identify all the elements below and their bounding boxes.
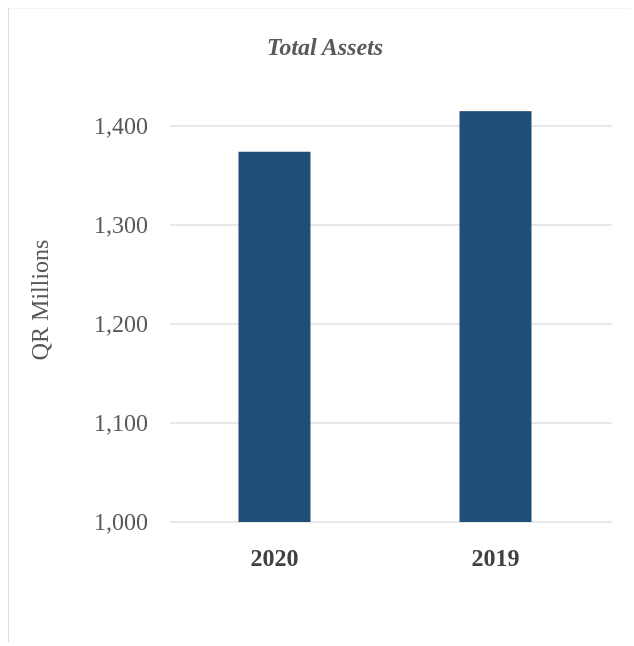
chart-title: Total Assets: [267, 35, 383, 61]
chart-frame: [8, 8, 630, 642]
y-tick-label: 1,200: [94, 312, 148, 338]
y-axis-label: QR Millions: [28, 240, 54, 361]
bar-2020: [238, 151, 311, 523]
x-axis-ticks: 2020 2019: [251, 546, 520, 572]
x-tick-label: 2020: [251, 546, 299, 572]
x-tick-label: 2019: [472, 546, 520, 572]
bar-2019: [459, 111, 532, 523]
y-tick-label: 1,000: [94, 510, 148, 536]
gridlines: [170, 125, 612, 523]
bars: [238, 111, 532, 523]
y-tick-label: 1,400: [94, 114, 148, 140]
y-tick-label: 1,300: [94, 213, 148, 239]
y-axis-ticks: 1,000 1,100 1,200 1,300 1,400: [94, 114, 148, 536]
y-tick-label: 1,100: [94, 411, 148, 437]
